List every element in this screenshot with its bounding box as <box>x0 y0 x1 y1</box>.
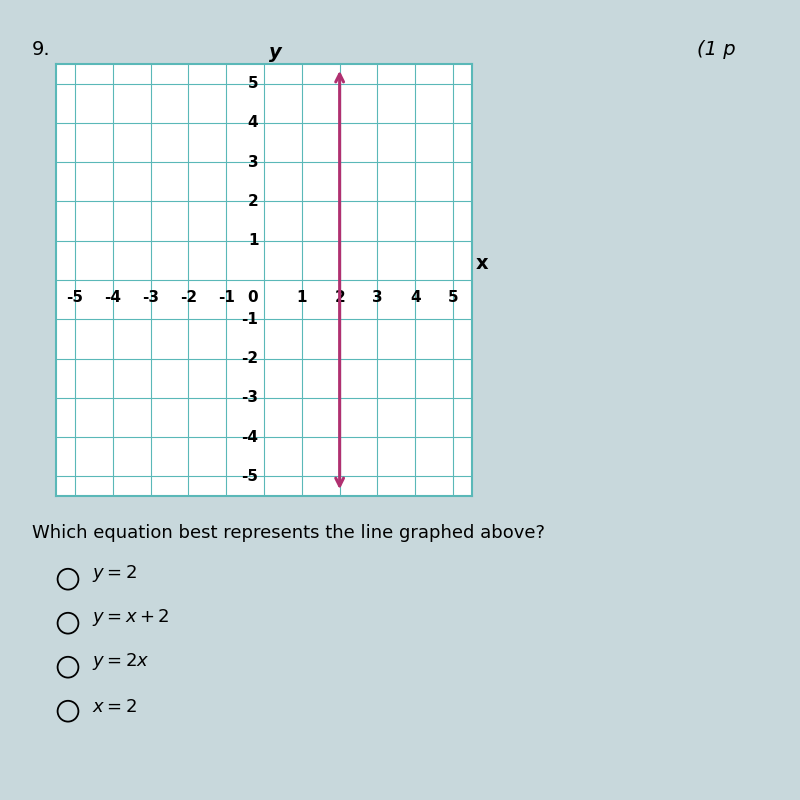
Text: -4: -4 <box>104 290 122 305</box>
Text: Which equation best represents the line graphed above?: Which equation best represents the line … <box>32 524 545 542</box>
Text: 3: 3 <box>248 154 258 170</box>
Text: 1: 1 <box>248 234 258 248</box>
Text: x: x <box>476 254 489 273</box>
Text: -4: -4 <box>242 430 258 445</box>
Text: -3: -3 <box>242 390 258 406</box>
Text: $y = 2x$: $y = 2x$ <box>92 651 150 672</box>
Text: $y = x + 2$: $y = x + 2$ <box>92 607 170 628</box>
Text: 4: 4 <box>248 115 258 130</box>
Text: $x = 2$: $x = 2$ <box>92 698 137 716</box>
Text: -5: -5 <box>242 469 258 484</box>
Text: 5: 5 <box>448 290 458 305</box>
Text: 9.: 9. <box>32 40 50 59</box>
Text: 4: 4 <box>410 290 421 305</box>
Text: -1: -1 <box>218 290 234 305</box>
Text: -5: -5 <box>66 290 83 305</box>
Text: 0: 0 <box>248 290 258 305</box>
Text: 3: 3 <box>372 290 382 305</box>
Text: 5: 5 <box>248 76 258 91</box>
Text: 1: 1 <box>297 290 307 305</box>
Text: y: y <box>269 43 282 62</box>
Text: (1 p: (1 p <box>698 40 736 59</box>
Text: -2: -2 <box>242 351 258 366</box>
Text: -1: -1 <box>242 312 258 326</box>
Text: 2: 2 <box>247 194 258 209</box>
Text: -2: -2 <box>180 290 197 305</box>
Text: -3: -3 <box>142 290 159 305</box>
Text: $y = 2$: $y = 2$ <box>92 563 137 584</box>
Text: 2: 2 <box>334 290 345 305</box>
